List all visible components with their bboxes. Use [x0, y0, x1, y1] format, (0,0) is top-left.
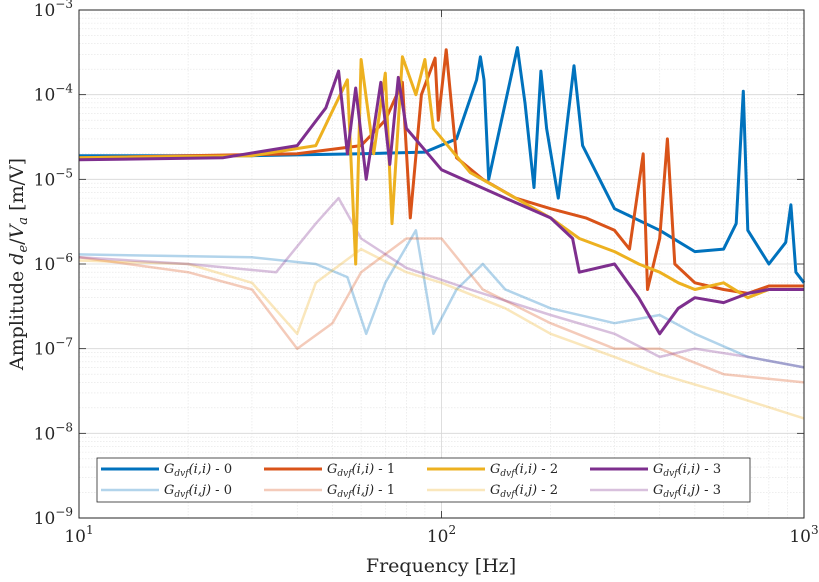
series-line — [78, 55, 804, 300]
legend-label: Gdvf(i,j) - 2 — [490, 483, 558, 500]
y-axis-title: Amplitude de/Va [m/V] — [6, 158, 31, 371]
legend-label: Gdvf(i,i) - 0 — [164, 462, 232, 479]
x-tick-label: 102 — [427, 523, 456, 547]
y-tick-label: 10−3 — [34, 0, 73, 21]
axis-ticks: 101 102 103 10−9 10−8 10−7 10−6 10−5 10−4 10−3 — [34, 0, 819, 547]
series-line — [78, 196, 805, 369]
series-line — [78, 247, 805, 420]
series-line — [78, 229, 805, 369]
x-axis-title: Frequency [Hz] — [366, 555, 516, 577]
legend: Gdvf(i,i) - 0 Gdvf(i,i) - 1 Gdvf(i,i) - 2 G… — [96, 457, 751, 503]
x-tick-label: 101 — [64, 523, 93, 547]
x-tick-label: 103 — [789, 523, 818, 547]
y-tick-label: 10−8 — [34, 420, 73, 444]
series-layer — [78, 46, 806, 420]
series-line — [79, 46, 806, 284]
y-tick-label: 10−9 — [34, 505, 73, 529]
series-line — [78, 237, 805, 384]
y-tick-label: 10−5 — [34, 166, 73, 190]
y-tick-label: 10−7 — [34, 336, 73, 360]
legend-label: Gdvf(i,j) - 3 — [653, 483, 721, 500]
legend-label: Gdvf(i,j) - 0 — [164, 483, 232, 500]
legend-label: Gdvf(i,i) - 1 — [327, 462, 395, 479]
legend-label: Gdvf(i,i) - 2 — [490, 462, 558, 479]
legend-box — [96, 457, 751, 503]
legend-label: Gdvf(i,i) - 3 — [653, 462, 721, 479]
y-tick-label: 10−6 — [34, 251, 73, 275]
series-line — [78, 69, 804, 336]
y-tick-label: 10−4 — [34, 82, 74, 106]
legend-label: Gdvf(i,j) - 1 — [327, 483, 395, 500]
